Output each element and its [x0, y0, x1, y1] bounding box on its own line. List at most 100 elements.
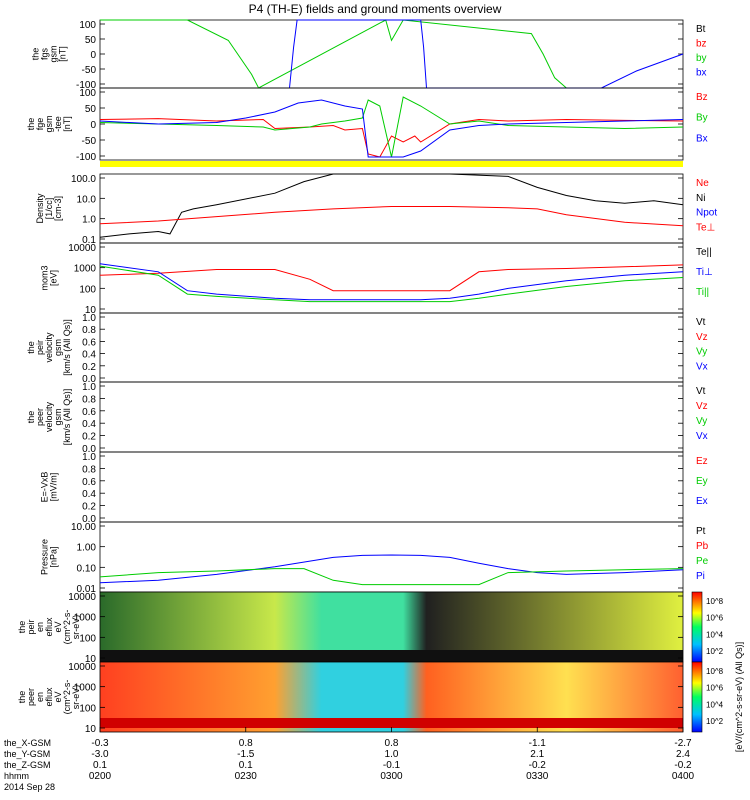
peer-spectrogram-lowband — [100, 718, 683, 728]
temperature-series-Ti — [99, 263, 684, 301]
peir-velocity-ytick-label: 0.2 — [82, 362, 96, 373]
fge-ylabel: [nT] — [62, 116, 72, 132]
peir-spectrogram-ylabel: eflux — [44, 617, 54, 637]
efield-ytick-label: 0.2 — [82, 502, 96, 513]
peir-velocity-ylabel: gsm — [53, 339, 63, 356]
pressure-ytick-label: 10.00 — [71, 522, 96, 533]
pressure-legend-Pb: Pb — [696, 541, 709, 552]
efield-ytick-label: 1.0 — [82, 452, 96, 463]
peir-velocity-legend-Vy: Vy — [696, 347, 707, 358]
fge-ylabel: -tee — [53, 116, 63, 132]
density-series-Ni — [99, 173, 684, 238]
peer-velocity-ytick-label: 1.0 — [82, 382, 96, 393]
efield-ytick-label: 0.6 — [82, 477, 96, 488]
xaxis-value: -0.2 — [674, 760, 692, 771]
fgs-legend-Bt: Bt — [696, 24, 706, 35]
fge-legend-Bx: Bx — [696, 133, 708, 144]
peir-velocity-ylabel: the — [26, 341, 36, 354]
temperature-ylabel: [eV] — [49, 270, 59, 286]
peer-spectrogram-colorbar-tick: 10^2 — [706, 717, 724, 726]
temperature-legend-Ti||: Ti|| — [696, 287, 709, 298]
peer-spectrogram-ytick-label: 100 — [79, 703, 96, 714]
peer-velocity-ytick-label: 0.4 — [82, 419, 96, 430]
peer-spectrogram-colorbar-tick: 10^6 — [706, 684, 724, 693]
peir-spectrogram-colorbar-tick: 10^8 — [706, 597, 724, 606]
peer-velocity-ylabel: [km/s (All Qs)] — [62, 389, 72, 446]
pressure-ylabel: Pressure — [40, 539, 50, 575]
peer-spectrogram-ylabel: eflux — [44, 687, 54, 707]
peir-spectrogram-ylabel: (cm^2-s- — [62, 610, 72, 645]
peir-spectrogram-colorbar-tick: 10^2 — [706, 647, 724, 656]
efield-ylabel: E=-VxB — [40, 472, 50, 503]
temperature-legend-Ti⊥: Ti⊥ — [696, 267, 713, 278]
pressure-series-Pe — [99, 568, 684, 586]
fgs-series-by — [100, 19, 567, 89]
fge-ylabel: the — [26, 118, 36, 131]
peir-spectrogram-lowband — [100, 650, 683, 662]
temperature-series-Te — [99, 264, 684, 292]
xaxis-row-label: hhmm — [4, 771, 29, 781]
peir-velocity-frame — [99, 312, 684, 383]
pressure-ytick-label: 0.01 — [77, 584, 97, 595]
fge-ytick-label: 0 — [90, 120, 96, 131]
density-series-Ne — [99, 206, 684, 227]
xaxis-value: -0.2 — [529, 760, 547, 771]
pressure-ytick-label: 1.00 — [77, 543, 97, 554]
xaxis-value: 0.1 — [93, 760, 107, 771]
xaxis-value: 0400 — [672, 771, 695, 782]
peer-spectrogram-ytick-label: 10 — [85, 724, 97, 735]
peer-spectrogram-ylabel: en — [35, 692, 45, 702]
peer-velocity-ylabel: the — [26, 411, 36, 424]
xaxis-value: 0.8 — [385, 738, 399, 749]
peir-spectrogram-ylabel: sr-eV) — [71, 615, 81, 640]
xaxis-value: 0200 — [89, 771, 112, 782]
xaxis-row-label: 2014 Sep 28 — [4, 782, 55, 792]
fgs-ytick-label: -50 — [82, 65, 97, 76]
peer-velocity-legend-Vt: Vt — [696, 386, 706, 397]
peer-spectrogram-ylabel: (cm^2-s- — [62, 680, 72, 715]
fge-ylabel: gsm — [44, 115, 54, 132]
efield-legend-Ex: Ex — [696, 496, 708, 507]
pressure-frame — [99, 521, 684, 593]
peer-velocity-ytick-label: 0.6 — [82, 407, 96, 418]
temperature-ytick-label: 100 — [79, 284, 96, 295]
peir-spectrogram-colorbar-tick: 10^6 — [706, 614, 724, 623]
fgs-legend-by: by — [696, 53, 707, 64]
temperature-legend-Te||: Te|| — [696, 247, 712, 258]
peir-spectrogram-ytick-label: 10000 — [68, 592, 96, 603]
fgs-ylabel: the — [31, 48, 41, 61]
peir-spectrogram-ylabel: eV — [53, 621, 63, 632]
xaxis-value: 2.4 — [676, 749, 690, 760]
xaxis-value: 2.1 — [530, 749, 544, 760]
peer-velocity-ylabel: velocity — [44, 401, 54, 432]
mode-bar — [100, 161, 683, 167]
fgs-frame — [99, 19, 684, 89]
xaxis-row-label: the_Y-GSM — [4, 749, 50, 759]
fgs-ytick-label: -100 — [76, 80, 96, 91]
density-ylabel: [1/cc] — [44, 198, 54, 220]
xaxis-value: -1.1 — [529, 738, 547, 749]
peir-spectrogram-ytick-label: 1000 — [74, 613, 97, 624]
efield-ytick-label: 0.4 — [82, 489, 96, 500]
xaxis-value: 0300 — [380, 771, 403, 782]
peer-velocity-ytick-label: 0.2 — [82, 432, 96, 443]
peir-velocity-legend-Vt: Vt — [696, 317, 706, 328]
xaxis-row-label: the_Z-GSM — [4, 760, 51, 770]
peir-spectrogram-ytick-label: 100 — [79, 633, 96, 644]
peir-velocity-legend-Vx: Vx — [696, 361, 708, 372]
xaxis-value: 0330 — [526, 771, 549, 782]
temperature-ytick-label: 10000 — [68, 243, 96, 254]
peer-velocity-legend-Vx: Vx — [696, 431, 708, 442]
peir-spectrogram-ylabel: the — [17, 621, 27, 634]
fge-ytick-label: -50 — [82, 136, 97, 147]
density-frame — [99, 173, 684, 244]
temperature-series-Ti|| — [99, 265, 684, 303]
peir-spectrogram-ylabel: peir — [26, 619, 36, 634]
density-legend-Npot: Npot — [696, 208, 717, 219]
density-ytick-label: 10.0 — [77, 194, 97, 205]
efield-frame — [99, 451, 684, 523]
peir-velocity-ytick-label: 0.8 — [82, 325, 96, 336]
fgs-legend-bx: bx — [696, 68, 707, 79]
efield-legend-Ey: Ey — [696, 476, 708, 487]
